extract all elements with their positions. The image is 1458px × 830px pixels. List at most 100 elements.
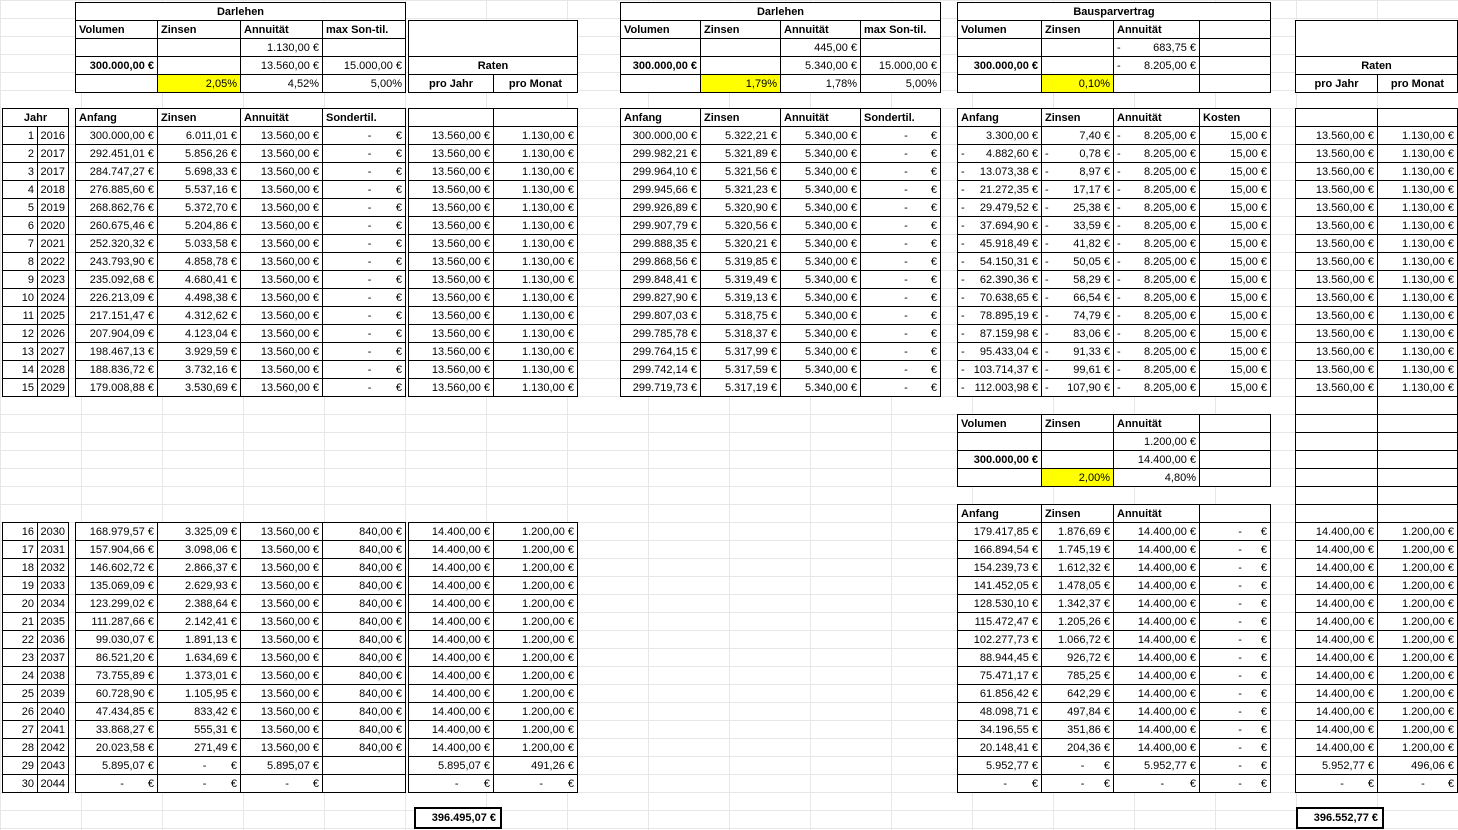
col-header-zinsen[interactable]: Zinsen xyxy=(1042,505,1114,523)
cell[interactable]: 5.340,00 € xyxy=(781,289,861,307)
cell[interactable]: - € xyxy=(323,199,406,217)
cell[interactable]: -103.714,37 € xyxy=(958,361,1042,379)
cell[interactable]: - € xyxy=(241,775,323,793)
cell[interactable]: 5.340,00 € xyxy=(781,235,861,253)
cell[interactable]: 48.098,71 € xyxy=(958,703,1042,721)
cell[interactable]: 3.530,69 € xyxy=(158,379,241,397)
cell[interactable]: 491,26 € xyxy=(494,757,578,775)
cell[interactable] xyxy=(1296,415,1378,433)
cell[interactable]: 14.400,00 € xyxy=(1114,613,1200,631)
cell[interactable]: 1.130,00 € xyxy=(1378,325,1458,343)
cell[interactable]: 15,00 € xyxy=(1200,307,1271,325)
cell[interactable]: 13.560,00 € xyxy=(1296,253,1378,271)
cell[interactable] xyxy=(1200,57,1271,75)
cell[interactable]: 840,00 € xyxy=(323,721,406,739)
cell[interactable]: 14.400,00 € xyxy=(409,703,494,721)
cell[interactable]: 13.560,00 € xyxy=(409,235,494,253)
cell[interactable]: 5.319,13 € xyxy=(701,289,781,307)
cell[interactable] xyxy=(861,39,941,57)
cell[interactable]: -25,38 € xyxy=(1042,199,1114,217)
cell[interactable]: - € xyxy=(323,379,406,397)
cell[interactable]: - € xyxy=(861,145,941,163)
cell[interactable]: 1.373,01 € xyxy=(158,667,241,685)
cell[interactable] xyxy=(621,75,701,93)
cell[interactable]: 2,05% xyxy=(158,75,241,93)
cell[interactable]: 17 xyxy=(3,541,38,559)
col-header-anfang[interactable]: Anfang xyxy=(958,109,1042,127)
cell[interactable]: -91,33 € xyxy=(1042,343,1114,361)
cell[interactable]: -45.918,49 € xyxy=(958,235,1042,253)
cell[interactable]: 33.868,27 € xyxy=(76,721,158,739)
cell[interactable]: 14.400,00 € xyxy=(1296,577,1378,595)
cell[interactable]: 1.200,00 € xyxy=(494,649,578,667)
cell[interactable]: - € xyxy=(158,775,241,793)
cell[interactable]: -54.150,31 € xyxy=(958,253,1042,271)
cell[interactable]: 13.560,00 € xyxy=(409,145,494,163)
cell[interactable]: 13.560,00 € xyxy=(1296,199,1378,217)
cell[interactable]: 4,80% xyxy=(1114,469,1200,487)
cell[interactable]: 14.400,00 € xyxy=(1296,721,1378,739)
cell[interactable]: 1.745,19 € xyxy=(1042,541,1114,559)
cell[interactable]: 14.400,00 € xyxy=(1114,667,1200,685)
cell[interactable]: 2 xyxy=(3,145,38,163)
cell[interactable]: 2016 xyxy=(38,127,69,145)
cell[interactable]: 3.300,00 € xyxy=(958,127,1042,145)
cell[interactable]: 15.000,00 € xyxy=(861,57,941,75)
cell[interactable]: 14.400,00 € xyxy=(1114,685,1200,703)
cell[interactable]: 299.982,21 € xyxy=(621,145,701,163)
cell[interactable]: 4.123,04 € xyxy=(158,325,241,343)
cell[interactable]: 2.142,41 € xyxy=(158,613,241,631)
cell[interactable]: 5,00% xyxy=(861,75,941,93)
cell[interactable]: 2.866,37 € xyxy=(158,559,241,577)
cell[interactable]: 5.340,00 € xyxy=(781,271,861,289)
cell[interactable]: 15,00 € xyxy=(1200,163,1271,181)
cell[interactable]: -83,06 € xyxy=(1042,325,1114,343)
cell[interactable] xyxy=(1296,109,1378,127)
cell[interactable]: - € xyxy=(323,217,406,235)
cell[interactable]: -87.159,98 € xyxy=(958,325,1042,343)
cell[interactable]: 7 xyxy=(3,235,38,253)
cell[interactable]: - € xyxy=(1200,667,1271,685)
cell[interactable]: 840,00 € xyxy=(323,649,406,667)
cell[interactable]: 1.200,00 € xyxy=(1378,739,1458,757)
cell[interactable]: -8.205,00 € xyxy=(1114,307,1200,325)
col-header-volumen[interactable]: Volumen xyxy=(76,21,158,39)
cell[interactable]: 99.030,07 € xyxy=(76,631,158,649)
cell[interactable]: 1.130,00 € xyxy=(1378,289,1458,307)
cell[interactable]: 102.277,73 € xyxy=(958,631,1042,649)
cell[interactable]: 21 xyxy=(3,613,38,631)
cell[interactable]: 13.560,00 € xyxy=(241,271,323,289)
cell[interactable]: 1.130,00 € xyxy=(1378,163,1458,181)
cell[interactable]: 1.130,00 € xyxy=(494,235,578,253)
cell[interactable]: - € xyxy=(861,163,941,181)
cell[interactable]: 785,25 € xyxy=(1042,667,1114,685)
cell[interactable]: 5.340,00 € xyxy=(781,199,861,217)
cell[interactable]: 141.452,05 € xyxy=(958,577,1042,595)
cell[interactable]: 15,00 € xyxy=(1200,253,1271,271)
cell[interactable]: 2021 xyxy=(38,235,69,253)
cell[interactable]: 1,78% xyxy=(781,75,861,93)
col-header-volumen[interactable]: Volumen xyxy=(958,415,1042,433)
cell[interactable]: 14.400,00 € xyxy=(409,613,494,631)
cell[interactable]: - € xyxy=(323,271,406,289)
cell[interactable]: 13.560,00 € xyxy=(409,325,494,343)
cell[interactable]: - € xyxy=(861,253,941,271)
cell[interactable] xyxy=(1200,451,1271,469)
cell[interactable]: 6.011,01 € xyxy=(158,127,241,145)
cell[interactable]: 1.634,69 € xyxy=(158,649,241,667)
cell[interactable]: 1 xyxy=(3,127,38,145)
cell[interactable]: 14.400,00 € xyxy=(1114,721,1200,739)
cell[interactable]: 5.318,37 € xyxy=(701,325,781,343)
cell[interactable]: 1.200,00 € xyxy=(494,541,578,559)
cell[interactable]: 300.000,00 € xyxy=(958,451,1042,469)
cell[interactable]: -8.205,00 € xyxy=(1114,163,1200,181)
cell[interactable]: 13.560,00 € xyxy=(1296,181,1378,199)
cell[interactable]: 840,00 € xyxy=(323,613,406,631)
cell[interactable]: 13.560,00 € xyxy=(241,235,323,253)
cell[interactable]: 2035 xyxy=(38,613,69,631)
cell[interactable]: 5.856,26 € xyxy=(158,145,241,163)
cell[interactable]: 1.130,00 € xyxy=(241,39,323,57)
cell[interactable]: 1.130,00 € xyxy=(494,343,578,361)
cell[interactable]: 292.451,01 € xyxy=(76,145,158,163)
cell[interactable]: 5.317,59 € xyxy=(701,361,781,379)
